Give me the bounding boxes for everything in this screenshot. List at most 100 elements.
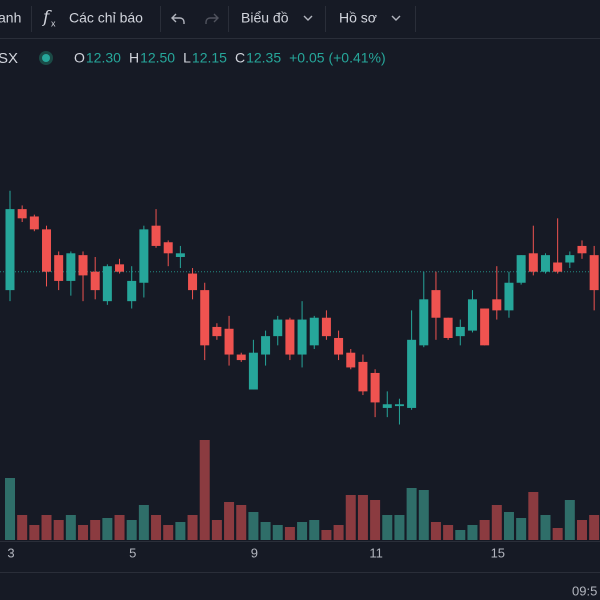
candle-body xyxy=(346,352,356,368)
chart-menu-label: Biểu đồ xyxy=(241,10,289,26)
volume-bar xyxy=(199,440,210,540)
volume-bar xyxy=(418,490,429,540)
volume-bar xyxy=(41,515,52,540)
volume-bar xyxy=(248,512,259,540)
volume-bar xyxy=(479,520,490,540)
volume-bar xyxy=(260,522,271,540)
legend-change: +0.05 (+0.41%) xyxy=(289,50,386,66)
volume-bar xyxy=(528,492,539,540)
candle-body xyxy=(455,326,465,337)
candle-body xyxy=(42,229,52,272)
candle-body xyxy=(516,255,526,283)
volume-bar xyxy=(17,515,28,540)
undo-icon[interactable] xyxy=(171,13,185,24)
profile-menu[interactable]: Hồ sơ xyxy=(339,10,401,26)
candle-body xyxy=(565,255,575,263)
volume-bar xyxy=(309,520,320,540)
candle-body xyxy=(115,264,125,272)
candle-body xyxy=(90,271,100,291)
candle-body xyxy=(163,242,173,254)
candle-body xyxy=(236,354,246,361)
candle-body xyxy=(358,361,368,392)
volume-bar xyxy=(78,525,89,540)
volume-bar xyxy=(65,515,76,540)
volume-bar xyxy=(540,515,551,540)
volume-bar xyxy=(370,500,381,540)
candle-body xyxy=(334,337,344,355)
indicators-label: Các chỉ báo xyxy=(69,10,143,26)
volume-bar xyxy=(151,515,162,540)
candle-body xyxy=(248,352,258,390)
volume-bar xyxy=(552,528,563,540)
chevron xyxy=(391,15,401,21)
interval-button[interactable]: anh xyxy=(0,10,21,26)
volume-bar xyxy=(455,530,466,540)
volume-bar xyxy=(126,520,137,540)
candle-body xyxy=(321,317,331,337)
candle-body xyxy=(54,255,64,281)
candle-body xyxy=(5,209,15,291)
chevron xyxy=(303,15,313,21)
volume-bar xyxy=(430,522,441,540)
volume-bar xyxy=(272,525,283,540)
candle-body xyxy=(431,290,441,318)
x-tick-label: 5 xyxy=(129,545,136,560)
legend-close-label: C xyxy=(235,50,245,66)
volume-bar xyxy=(394,515,405,540)
candle-body xyxy=(151,225,161,246)
candle-body xyxy=(540,255,550,272)
candle-body xyxy=(139,229,149,283)
candle-body xyxy=(66,253,76,281)
volume-bar xyxy=(163,525,174,540)
volume-bar xyxy=(357,495,368,540)
symbol: SX xyxy=(0,50,18,67)
volume-bar xyxy=(224,502,235,540)
candle-body xyxy=(224,328,234,355)
candle-body xyxy=(553,262,563,272)
candle-body xyxy=(297,319,307,355)
volume-bar xyxy=(345,495,356,540)
x-tick-label: 15 xyxy=(491,545,505,560)
x-tick-label: 9 xyxy=(251,545,258,560)
candle-body xyxy=(443,317,453,338)
volume-bar xyxy=(5,478,15,540)
legend-high: 12.50 xyxy=(140,50,175,66)
volume-bar xyxy=(29,525,40,540)
candle-body xyxy=(577,245,587,254)
volume-bar xyxy=(187,515,198,540)
volume-bar xyxy=(297,522,308,540)
volume-bar xyxy=(138,505,149,540)
candle-body xyxy=(212,326,222,337)
indicators-button[interactable]: f x Các chỉ báo xyxy=(41,8,143,29)
x-tick-label: 3 xyxy=(7,545,14,560)
legend-open-label: O xyxy=(74,50,85,66)
candle-body xyxy=(309,317,319,346)
candle-body xyxy=(528,253,538,272)
x-tick-label: 11 xyxy=(369,545,383,560)
candle-body xyxy=(273,319,283,337)
candle-body xyxy=(127,280,137,302)
candle-body xyxy=(261,336,271,355)
candle-body xyxy=(370,372,380,403)
volume-bar xyxy=(211,520,222,540)
volume-bar xyxy=(503,512,514,540)
legend-high-label: H xyxy=(129,50,139,66)
legend: SX O 12.30 H 12.50 L 12.15 C 12.35 +0.05 (+0.41%… xyxy=(0,50,386,67)
volume-bar xyxy=(102,518,113,540)
volume-bar xyxy=(114,515,125,540)
candle-body xyxy=(492,299,502,311)
candle-body xyxy=(589,255,599,291)
fx-icon-sub: x xyxy=(51,18,56,28)
volume-bar xyxy=(443,525,454,540)
chart-menu[interactable]: Biểu đồ xyxy=(241,10,313,26)
volume-bar xyxy=(333,525,344,540)
legend-open: 12.30 xyxy=(86,50,121,66)
candle-body xyxy=(200,290,210,346)
redo-icon[interactable] xyxy=(205,13,219,24)
candle-body xyxy=(102,266,112,302)
volume-bar xyxy=(516,518,527,540)
legend-low-label: L xyxy=(183,50,191,66)
candle-body xyxy=(467,299,477,331)
volume-bar xyxy=(576,520,587,540)
legend-low: 12.15 xyxy=(192,50,227,66)
